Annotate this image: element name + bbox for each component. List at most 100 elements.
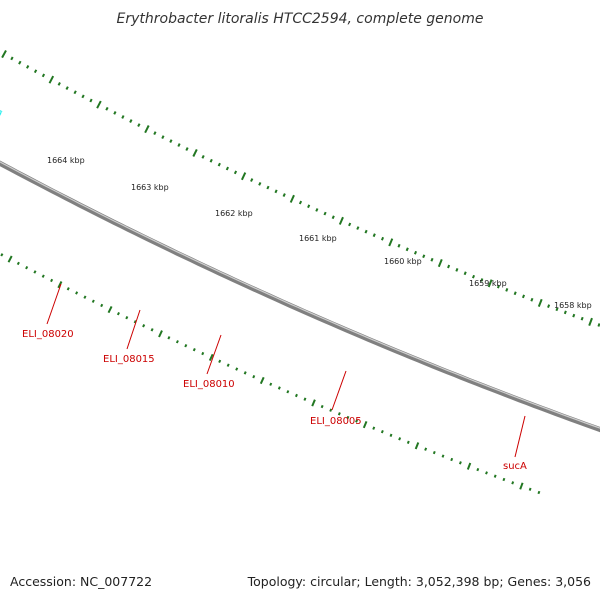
tick-minor bbox=[16, 261, 20, 266]
tick-minor bbox=[252, 375, 256, 379]
tick-minor bbox=[33, 270, 37, 274]
tick-minor bbox=[530, 297, 534, 302]
tick-minor bbox=[397, 243, 401, 248]
tick-minor bbox=[243, 371, 247, 375]
kbp-label: 1659 kbp bbox=[469, 279, 507, 288]
tick-minor bbox=[572, 313, 576, 318]
tick-minor bbox=[217, 162, 221, 167]
tick-minor bbox=[201, 351, 205, 356]
tick-minor bbox=[485, 471, 488, 475]
tick-major bbox=[57, 281, 63, 289]
gene-label: ELI_08015 bbox=[103, 354, 155, 365]
tick-minor bbox=[250, 178, 254, 182]
tick-minor bbox=[372, 233, 376, 238]
ruler-ticks bbox=[0, 50, 600, 495]
tick-major bbox=[259, 376, 265, 385]
tick-minor bbox=[580, 316, 584, 321]
tick-major bbox=[338, 216, 344, 225]
tick-minor bbox=[116, 311, 120, 316]
tick-minor bbox=[463, 271, 467, 276]
tick-minor bbox=[331, 215, 335, 220]
tick-minor bbox=[282, 193, 286, 198]
gene-arrow bbox=[0, 109, 3, 116]
tick-minor bbox=[432, 450, 436, 455]
tick-major bbox=[519, 482, 524, 490]
tick-minor bbox=[355, 419, 359, 423]
tick-major bbox=[1, 50, 7, 59]
tick-minor bbox=[121, 115, 125, 119]
tick-minor bbox=[129, 119, 133, 123]
tick-minor bbox=[356, 226, 360, 230]
tick-major bbox=[466, 462, 472, 470]
tick-minor bbox=[337, 412, 341, 416]
tick-minor bbox=[89, 98, 93, 103]
tick-minor bbox=[505, 288, 509, 292]
tick-major bbox=[537, 298, 543, 307]
tick-minor bbox=[150, 328, 154, 332]
gene-label-leader bbox=[46, 283, 62, 325]
tick-minor bbox=[26, 65, 30, 69]
gene-labels: ELI_08020 ELI_08015 ELI_08010 ELI_08005 sucA bbox=[22, 283, 527, 472]
tick-minor bbox=[91, 299, 95, 303]
tick-minor bbox=[513, 291, 517, 296]
tick-minor bbox=[480, 278, 484, 282]
tick-minor bbox=[175, 340, 179, 344]
tick-minor bbox=[125, 315, 129, 320]
tick-minor bbox=[75, 291, 79, 295]
tick-minor bbox=[364, 229, 368, 234]
tick-minor bbox=[41, 274, 45, 278]
tick-minor bbox=[471, 274, 476, 279]
tick-minor bbox=[277, 386, 281, 390]
backbone-highlight bbox=[0, 161, 600, 429]
tick-minor bbox=[372, 426, 376, 430]
tick-minor bbox=[274, 189, 278, 194]
tick-minor bbox=[537, 490, 541, 495]
tick-minor bbox=[528, 487, 532, 491]
tick-major bbox=[144, 125, 150, 134]
tick-major bbox=[362, 421, 368, 429]
tick-major bbox=[48, 75, 55, 84]
tick-major bbox=[7, 255, 13, 263]
gene-label-leader bbox=[331, 370, 347, 411]
tick-major bbox=[240, 172, 247, 181]
tick-minor bbox=[83, 295, 87, 299]
tick-minor bbox=[50, 278, 54, 283]
tick-minor bbox=[430, 257, 434, 262]
kbp-label: 1663 kbp bbox=[131, 183, 169, 192]
tick-minor bbox=[100, 303, 104, 308]
tick-minor bbox=[298, 200, 303, 205]
tick-minor bbox=[226, 363, 230, 367]
tick-minor bbox=[105, 106, 109, 111]
tick-minor bbox=[307, 204, 311, 209]
tick-major bbox=[289, 194, 295, 203]
tick-minor bbox=[225, 166, 230, 171]
tick-minor bbox=[235, 367, 239, 371]
tick-minor bbox=[209, 158, 213, 163]
tick-major bbox=[414, 442, 420, 450]
tick-major bbox=[437, 259, 443, 268]
tick-minor bbox=[398, 437, 402, 441]
tick-minor bbox=[380, 236, 385, 241]
gene-label-leader bbox=[514, 415, 526, 458]
backbone-track bbox=[0, 160, 600, 433]
tick-major bbox=[487, 279, 493, 288]
tick-minor bbox=[185, 147, 189, 151]
tick-minor bbox=[133, 320, 137, 324]
tick-minor bbox=[441, 454, 445, 458]
kbp-labels: 1664 kbp 1663 kbp 1662 kbp 1661 kbp 1660 kbp… bbox=[47, 156, 592, 310]
tick-minor bbox=[346, 415, 350, 420]
tick-minor bbox=[73, 90, 77, 95]
tick-minor bbox=[269, 382, 273, 386]
tick-minor bbox=[458, 461, 462, 465]
gene-label-leader bbox=[126, 309, 141, 350]
tick-minor bbox=[521, 294, 526, 299]
tick-minor bbox=[455, 268, 459, 272]
tick-minor bbox=[233, 170, 238, 175]
tick-minor bbox=[57, 82, 61, 86]
tick-minor bbox=[555, 307, 559, 312]
backbone bbox=[0, 160, 600, 433]
tick-minor bbox=[320, 404, 324, 409]
genome-summary-text: Topology: circular; Length: 3,052,398 bp… bbox=[247, 574, 591, 589]
tick-minor bbox=[476, 467, 480, 472]
